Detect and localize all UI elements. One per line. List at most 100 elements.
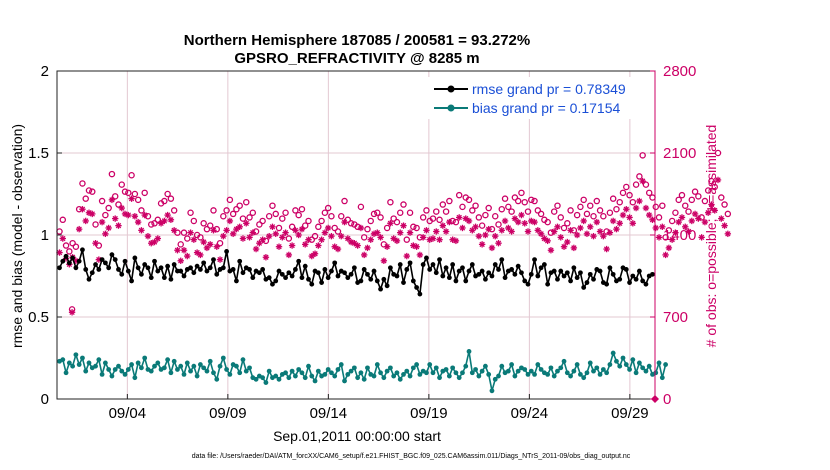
- asterisk-stroke: [105, 225, 112, 231]
- bias-point: [122, 372, 128, 377]
- bias-point: [214, 376, 220, 382]
- rmse-point: [122, 258, 128, 264]
- possible-obs-point: [147, 221, 155, 228]
- bias-point: [476, 373, 482, 379]
- series-possible: [56, 149, 732, 313]
- bias-point: [548, 365, 554, 371]
- asterisk-stroke: [394, 238, 400, 244]
- bias-point: [401, 372, 406, 377]
- possible-obs-point: [95, 242, 103, 249]
- possible-obs-point: [642, 181, 650, 188]
- possible-obs-point: [665, 227, 673, 234]
- possible-obs-point: [154, 216, 162, 224]
- bias-point: [574, 362, 580, 367]
- asterisk-stroke: [597, 228, 603, 235]
- assimilated-obs-point: [115, 222, 122, 229]
- rmse-point: [522, 278, 528, 284]
- rmse-point: [273, 278, 279, 284]
- asterisk-stroke: [292, 227, 299, 234]
- asterisk-stroke: [390, 235, 397, 242]
- asterisk-stroke: [361, 252, 367, 258]
- bias-point: [125, 367, 131, 372]
- possible-obs-point: [560, 224, 568, 232]
- bias-point: [374, 362, 380, 367]
- asterisk-stroke: [341, 219, 348, 225]
- possible-obs-point: [668, 217, 676, 225]
- asterisk-stroke: [210, 227, 217, 234]
- assimilated-obs-point: [590, 232, 597, 240]
- asterisk-stroke: [499, 227, 505, 234]
- rmse-point: [414, 285, 420, 290]
- possible-obs-point: [436, 216, 443, 224]
- asterisk-stroke: [718, 215, 724, 222]
- possible-obs-point: [102, 211, 109, 219]
- assimilated-obs-point: [265, 232, 273, 240]
- rmse-point: [427, 267, 433, 272]
- asterisk-stroke: [505, 225, 512, 231]
- assimilated-obs-point: [646, 211, 653, 219]
- possible-obs-point: [577, 203, 584, 211]
- possible-obs-point: [439, 201, 447, 208]
- rmse-point: [283, 275, 288, 281]
- possible-obs-point: [197, 234, 204, 241]
- possible-obs-point: [279, 215, 286, 222]
- asterisk-stroke: [194, 249, 200, 256]
- bias-point: [640, 365, 646, 371]
- possible-obs-point: [613, 205, 620, 213]
- possible-obs-point: [282, 209, 289, 216]
- possible-obs-point: [704, 187, 712, 194]
- rmse-point: [374, 278, 380, 284]
- rmse-point: [558, 268, 564, 274]
- asterisk-stroke: [295, 232, 302, 238]
- asterisk-stroke: [675, 219, 682, 225]
- assimilated-obs-point: [302, 241, 309, 248]
- possible-obs-point: [92, 221, 99, 228]
- bias-point: [60, 357, 66, 363]
- assimilated-obs-point: [551, 228, 558, 235]
- bias-point: [571, 368, 577, 374]
- possible-obs-point: [295, 211, 302, 219]
- possible-obs-point: [396, 209, 404, 216]
- rmse-point: [581, 285, 587, 290]
- assimilated-obs-point: [213, 243, 220, 250]
- asterisk-stroke: [171, 227, 177, 234]
- asterisk-stroke: [558, 234, 564, 241]
- rmse-point: [446, 275, 452, 281]
- asterisk-stroke: [309, 253, 315, 259]
- rmse-point: [574, 275, 580, 281]
- possible-obs-point: [105, 204, 112, 212]
- assimilated-obs-point: [131, 213, 139, 220]
- asterisk-stroke: [541, 235, 548, 242]
- assimilated-obs-point: [285, 251, 293, 259]
- rmse-point: [509, 267, 515, 272]
- asterisk-stroke: [138, 227, 145, 234]
- rmse-point: [148, 275, 154, 281]
- asterisk-stroke: [397, 229, 403, 236]
- rmse-point: [476, 271, 482, 277]
- rmse-point: [296, 258, 302, 264]
- series-layer: [56, 149, 732, 394]
- bias-point: [551, 373, 557, 379]
- possible-obs-point: [305, 217, 312, 225]
- asterisk-stroke: [413, 244, 420, 250]
- possible-obs-point: [465, 196, 473, 204]
- possible-obs-point: [138, 207, 145, 214]
- asterisk-stroke: [191, 236, 197, 243]
- asterisk-stroke: [600, 233, 607, 239]
- bias-point: [496, 373, 501, 379]
- bias-point: [207, 358, 213, 364]
- asterisk-stroke: [554, 224, 561, 230]
- possible-obs-point: [718, 194, 725, 201]
- possible-obs-point: [511, 194, 519, 201]
- possible-obs-point: [478, 222, 486, 229]
- asterisk-stroke: [230, 231, 236, 237]
- asterisk-stroke: [712, 207, 718, 214]
- rmse-point: [450, 262, 456, 267]
- possible-obs-point: [554, 202, 561, 209]
- rmse-point: [325, 275, 331, 281]
- assimilated-obs-point: [626, 214, 633, 221]
- bias-point: [109, 373, 115, 379]
- possible-obs-point: [321, 209, 329, 216]
- asterisk-stroke: [236, 224, 243, 230]
- bias-point: [558, 365, 564, 371]
